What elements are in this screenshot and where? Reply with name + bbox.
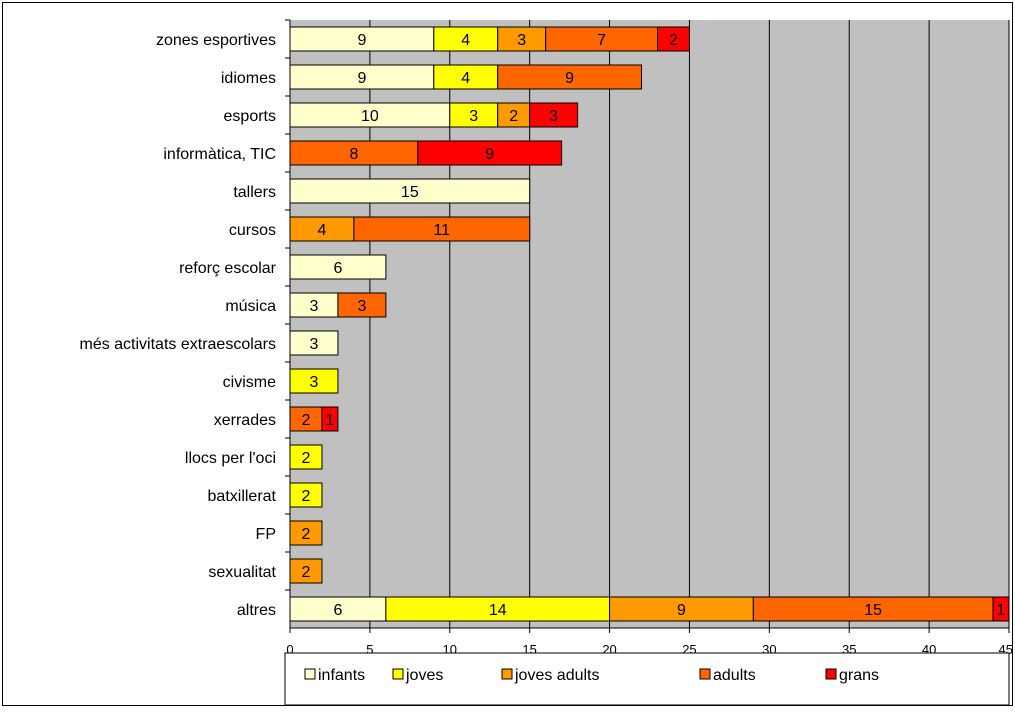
category-label: zones esportives: [156, 32, 276, 49]
category-label: cursos: [229, 222, 276, 239]
category-labels: zones esportives idiomes esports informàtic…: [79, 20, 290, 619]
data-label: 9: [357, 32, 366, 49]
data-label: 3: [549, 108, 558, 125]
legend-swatch-joves: [393, 669, 403, 679]
data-label: 15: [864, 602, 882, 619]
category-label: FP: [256, 526, 276, 543]
data-label: 9: [677, 602, 686, 619]
legend-label: adults: [713, 667, 756, 684]
category-label: esports: [224, 108, 276, 125]
data-label: 14: [489, 602, 507, 619]
category-label: informàtica, TIC: [163, 146, 276, 163]
legend-swatch-joves-adults: [502, 669, 512, 679]
data-label: 4: [318, 222, 327, 239]
category-label: més activitats extraescolars: [79, 336, 276, 353]
legend-swatch-adults: [700, 669, 710, 679]
category-label: tallers: [233, 184, 276, 201]
data-label: 6: [333, 602, 342, 619]
data-label: 3: [469, 108, 478, 125]
data-label: 3: [310, 336, 319, 353]
data-label: 15: [401, 184, 419, 201]
legend: infants joves joves adults adults grans: [285, 653, 1009, 705]
category-label: xerrades: [214, 412, 276, 429]
data-label: 8: [349, 146, 358, 163]
category-label: idiomes: [221, 70, 276, 87]
data-label: 9: [565, 70, 574, 87]
legend-swatch-infants: [305, 669, 315, 679]
data-label: 7: [597, 32, 606, 49]
legend-label: infants: [318, 667, 365, 684]
data-label: 1: [325, 412, 334, 429]
data-label: 2: [509, 108, 518, 125]
data-label: 4: [461, 70, 470, 87]
data-label: 9: [485, 146, 494, 163]
data-label: 2: [302, 488, 311, 505]
category-label: altres: [237, 602, 276, 619]
category-label: sexualitat: [208, 564, 276, 581]
data-label: 2: [302, 412, 311, 429]
data-label: 3: [310, 298, 319, 315]
data-label: 2: [302, 450, 311, 467]
category-label: llocs per l'oci: [185, 450, 276, 467]
data-label: 2: [302, 526, 311, 543]
category-label: batxillerat: [208, 488, 277, 505]
data-label: 3: [517, 32, 526, 49]
data-label: 9: [357, 70, 366, 87]
data-label: 1: [997, 602, 1006, 619]
category-label: reforç escolar: [179, 260, 277, 277]
data-label: 2: [669, 32, 678, 49]
category-label: música: [225, 298, 276, 315]
legend-label: grans: [839, 667, 879, 684]
legend-swatch-grans: [826, 669, 836, 679]
data-label: 6: [333, 260, 342, 277]
legend-label: joves adults: [514, 667, 600, 684]
data-label: 4: [461, 32, 470, 49]
category-label: civisme: [223, 374, 276, 391]
legend-label: joves: [405, 667, 443, 684]
data-label: 3: [310, 374, 319, 391]
data-label: 10: [361, 108, 379, 125]
data-label: 3: [357, 298, 366, 315]
data-label: 2: [302, 564, 311, 581]
data-label: 11: [433, 222, 450, 239]
